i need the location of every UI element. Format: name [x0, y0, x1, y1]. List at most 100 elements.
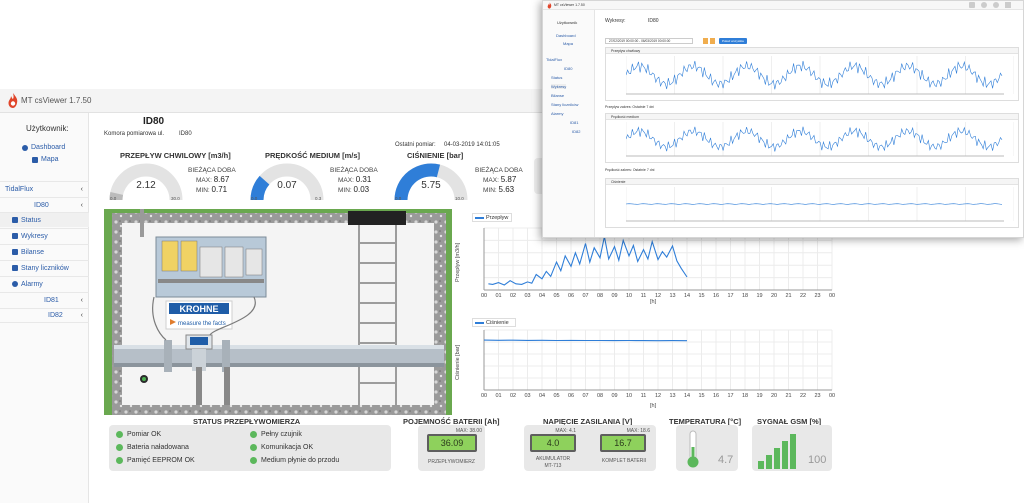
inset-tree-item[interactable]: ID82	[572, 129, 581, 134]
sidebar-item-label: ID80	[34, 201, 49, 209]
ok-indicator-icon	[116, 444, 123, 451]
x-tick-label: 22	[800, 393, 806, 399]
status-item: Pamięć EEPROM OK	[116, 457, 195, 464]
status-icon	[12, 217, 18, 223]
x-tick-label: 07	[582, 393, 588, 399]
inset-tree-item[interactable]: TidalFlux	[546, 57, 563, 62]
page-title: ID80	[143, 116, 165, 127]
status-panel: Pomiar OK Bateria naładowana Pamięć EEPR…	[109, 425, 391, 471]
inset-submenu-item[interactable]: Wykresy	[551, 84, 567, 89]
menu-icon[interactable]	[1005, 2, 1011, 8]
prev-icon[interactable]	[703, 38, 708, 44]
ok-indicator-icon	[116, 431, 123, 438]
series-line	[483, 339, 688, 342]
inset-link-dashboard[interactable]: Dashboard	[556, 33, 576, 38]
sidebar-item-bilanse[interactable]: Bilanse	[0, 244, 89, 259]
sidebar-link-dashboard[interactable]: Dashboard	[22, 144, 65, 151]
inset-pressure-chart	[626, 187, 1014, 222]
inset-note: Prędkość zakres: Ostatnie 7 dni	[605, 168, 655, 172]
gauge-stats: BIEŻĄCA DOBA MAX: 8.67 MIN: 0.71	[188, 166, 236, 195]
x-tick-label: 10	[626, 393, 632, 399]
date-range-input[interactable]: 27/02/2019 00:00:00 - 06/03/2019 00:00:0…	[605, 38, 693, 44]
x-tick-label: 00	[481, 393, 487, 399]
legend-swatch	[475, 322, 484, 324]
home-icon[interactable]	[969, 2, 975, 8]
inset-sidebar: Użytkownik Dashboard Mapa TidalFlux ID80…	[543, 10, 595, 237]
temperature-title: TEMPERATURA [°C]	[669, 417, 742, 426]
inset-tree-item[interactable]: ID80	[564, 66, 573, 71]
sidebar-item-wykresy[interactable]: Wykresy	[0, 228, 89, 243]
inset-velocity-chart	[626, 122, 1014, 157]
legend-flow: Przepływ	[472, 213, 512, 222]
sidebar-item-tidalflux[interactable]: TidalFlux ‹	[0, 181, 89, 196]
sidebar-item-alarmy[interactable]: Alarmy	[0, 276, 89, 291]
gauge-stats: BIEŻĄCA DOBA MAX: 5.87 MIN: 5.63	[475, 166, 523, 195]
show-all-button[interactable]: Pokaż wszystkie	[719, 38, 747, 44]
x-tick-label: 00	[829, 293, 835, 299]
x-tick-label: 05	[553, 393, 559, 399]
inset-submenu-item[interactable]: Bilanse	[551, 93, 565, 98]
sidebar-item-id80[interactable]: ID80 ‹	[0, 197, 89, 212]
x-tick-label: 06	[568, 293, 574, 299]
inset-tree-item[interactable]: ID81	[570, 120, 579, 125]
x-tick-label: 13	[669, 293, 675, 299]
app-title: MT csViewer 1.7.50	[21, 96, 92, 105]
gauge-fill	[394, 163, 441, 201]
day-label: BIEŻĄCA DOBA	[475, 167, 523, 174]
sidebar-item-label: Alarmy	[21, 280, 43, 288]
battery-max: MAX: 38.00	[455, 428, 482, 434]
day-label: BIEŻĄCA DOBA	[188, 167, 236, 174]
gauge-value: 0.07	[277, 180, 297, 191]
min-label: MIN:	[483, 187, 497, 194]
x-tick-label: 20	[771, 393, 777, 399]
sidebar-item-status[interactable]: Status	[0, 212, 89, 227]
x-tick-label: 16	[713, 393, 719, 399]
sidebar-item-id81[interactable]: ID81 ‹	[0, 292, 89, 307]
max-label: MAX:	[483, 177, 499, 184]
inset-panel-title: Prędkość medium	[606, 114, 1018, 120]
user-icon[interactable]	[981, 2, 987, 8]
inset-submenu-item[interactable]: Status	[551, 75, 563, 80]
inset-submenu-item[interactable]: Stany liczników	[551, 102, 579, 107]
voltage-panel: MAX: 4.1 4.0 AKUMULATOR MT-713 MAX: 18.6…	[524, 425, 656, 471]
battery-sub: PRZEPŁYWOMIERZ	[428, 459, 475, 465]
voltage-title: NAPIĘCIE ZASILANIA [V]	[543, 417, 633, 426]
chevron-left-icon: ‹	[80, 201, 83, 209]
inset-link-map[interactable]: Mapa	[563, 41, 574, 46]
x-tick-label: 00	[481, 293, 487, 299]
x-tick-label: 16	[713, 293, 719, 299]
x-tick-label: 22	[800, 293, 806, 299]
status-item: Medium płynie do przodu	[250, 457, 339, 464]
max-value: 0.31	[355, 175, 372, 184]
x-tick-label: 03	[524, 293, 530, 299]
sidebar-link-map[interactable]: Mapa	[32, 156, 59, 163]
legend-label: Ciśnienie	[486, 320, 509, 326]
gsm-panel: 100	[752, 425, 832, 471]
status-item-label: Komunikacja OK	[261, 444, 314, 451]
status-item: Komunikacja OK	[250, 444, 313, 451]
sidebar-item-stany-licznikow[interactable]: Stany liczników	[0, 260, 89, 275]
counter-icon	[12, 265, 18, 271]
measurement-chamber-diagram: KROHNE measure the facts	[104, 199, 452, 415]
accumulator-label: AKUMULATOR	[535, 456, 571, 462]
legend-swatch	[475, 217, 484, 219]
gsm-title: SYGNAŁ GSM [%]	[757, 417, 822, 426]
accumulator-max: MAX: 4.1	[555, 428, 576, 434]
inset-submenu-item[interactable]: Alarmy	[551, 111, 564, 116]
chevron-left-icon: ‹	[80, 296, 83, 304]
sidebar-item-label: ID82	[48, 312, 63, 319]
x-tick-label: 12	[655, 393, 661, 399]
power-icon[interactable]	[993, 2, 999, 8]
x-tick-label: 14	[684, 393, 690, 399]
sidebar-item-id82[interactable]: ID82 ‹	[0, 308, 89, 323]
gauge-value: 2.12	[136, 180, 156, 191]
status-item-label: Bateria naładowana	[127, 444, 189, 451]
max-value: 8.67	[213, 175, 230, 184]
charts-page-preview: MT csViewer 1.7.50 Użytkownik Dashboard …	[542, 0, 1024, 238]
next-icon[interactable]	[710, 38, 715, 44]
inset-chart-panel: Przepływ chwilowy	[605, 47, 1019, 101]
x-tick-label: 18	[742, 293, 748, 299]
x-tick-label: 00	[829, 393, 835, 399]
gauge-min: 0.0	[110, 196, 117, 201]
inset-top-bar: MT csViewer 1.7.50	[543, 1, 1023, 10]
